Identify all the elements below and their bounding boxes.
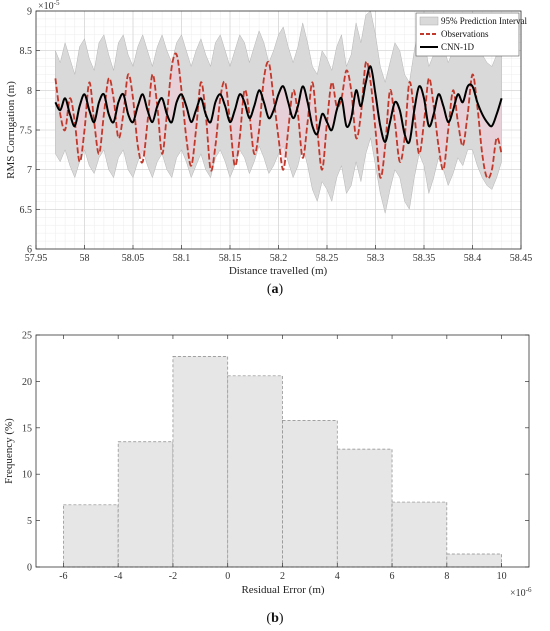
x-ticks-b: -6 -4 -2 0 2 4 6 8 10: [59, 335, 507, 582]
x-axis-label-b: Residual Error (m): [241, 584, 324, 596]
x-tick-label: 2: [280, 571, 285, 582]
y-ticks-b: 0 5 10 15 20 25: [22, 331, 529, 574]
x-tick-label: 58.4: [464, 253, 482, 264]
histogram-bar: [117, 441, 174, 568]
x-tick-label: 6: [390, 571, 395, 582]
y-ticks-a: 6 6.5 7 7.5 8 8.5 9: [20, 7, 40, 256]
x-tick-label: 58: [80, 253, 90, 264]
histogram-bar: [336, 448, 393, 568]
histogram-bar: [282, 420, 338, 568]
x-tick-label: -4: [114, 571, 122, 582]
prediction-interval-band: [55, 10, 502, 214]
x-exponent-b: ×10-6: [510, 586, 532, 599]
series-lines: [54, 52, 503, 180]
y-tick-label: 7: [27, 165, 32, 176]
y-tick-label: 6: [27, 245, 32, 256]
x-tick-label: 58.35: [413, 253, 436, 264]
y-exponent-a: ×10-5: [38, 0, 60, 12]
y-tick-label: 25: [22, 331, 32, 342]
x-tick-label: 58.05: [122, 253, 145, 264]
histogram-bar: [446, 553, 502, 568]
histogram-bar: [63, 504, 119, 568]
x-axis-label-a: Distance travelled (m): [229, 265, 328, 277]
legend-label-observations: Observations: [441, 29, 489, 39]
y-tick-label: 5: [27, 516, 32, 527]
x-tick-label: 4: [335, 571, 340, 582]
x-tick-label: -2: [169, 571, 177, 582]
x-ticks-a: 57.95 58 58.05 58.1 58.15 58.2 58.25 58.3 58.35 5…: [25, 245, 533, 264]
panel-label-a: (a): [267, 282, 284, 297]
y-axis-label-b: Frequency (%): [3, 418, 15, 484]
observations-line: [54, 52, 503, 180]
y-tick-label: 0: [27, 563, 32, 574]
y-tick-label: 20: [22, 377, 32, 388]
x-tick-label: 58.15: [219, 253, 242, 264]
legend: 95% Prediction Interval Observations CNN…: [415, 12, 527, 57]
histogram-bar: [227, 375, 283, 568]
y-tick-label: 15: [22, 423, 32, 434]
x-tick-label: 10: [497, 571, 507, 582]
y-tick-label: 8.5: [20, 46, 33, 57]
y-tick-label: 7.5: [20, 126, 33, 137]
y-tick-label: 9: [27, 7, 32, 18]
legend-swatch-band: [419, 16, 439, 26]
x-tick-label: 57.95: [25, 253, 48, 264]
x-tick-label: 58.45: [510, 253, 533, 264]
y-tick-label: 10: [22, 470, 32, 481]
cnn-1d-line: [54, 65, 503, 145]
x-tick-label: -6: [59, 571, 67, 582]
panel-label-b: (b): [266, 611, 283, 626]
y-tick-label: 8: [27, 86, 32, 97]
x-tick-label: 8: [444, 571, 449, 582]
x-tick-label: 58.1: [173, 253, 191, 264]
histogram-bar: [391, 501, 448, 568]
y-axis-label-a: RMS Corrugation (m): [5, 81, 17, 179]
x-tick-label: 58.3: [367, 253, 385, 264]
histogram-chart: -6 -4 -2 0 2 4 6 8 10 0 5 10 15 20 25 ×10-6 Residual …: [3, 331, 532, 627]
x-tick-label: 58.2: [270, 253, 288, 264]
y-tick-label: 6.5: [20, 205, 33, 216]
histogram-bars: [63, 355, 502, 568]
histogram-bar: [172, 355, 229, 568]
legend-label-band: 95% Prediction Interval: [441, 16, 527, 26]
prediction-chart: 57.95 58 58.05 58.1 58.15 58.2 58.25 58.3 58.35 5…: [5, 0, 533, 297]
error-shading: [55, 54, 502, 178]
x-tick-label: 0: [225, 571, 230, 582]
x-tick-label: 58.25: [316, 253, 339, 264]
legend-label-cnn: CNN-1D: [441, 42, 474, 52]
